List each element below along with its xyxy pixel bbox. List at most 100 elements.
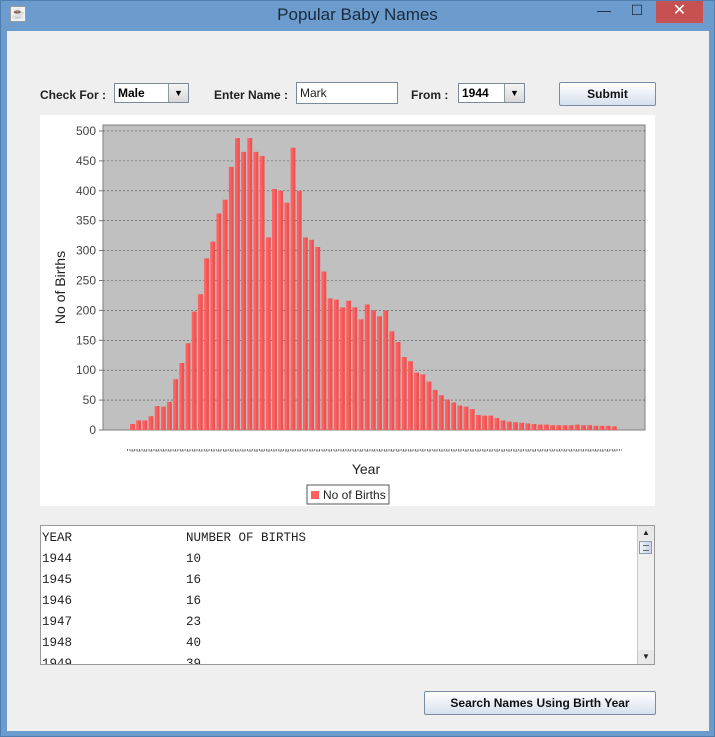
bar-shade (200, 294, 203, 430)
bar-shade (435, 389, 438, 430)
bar (333, 299, 339, 430)
bar-shade (268, 237, 271, 430)
bar-shade (355, 307, 358, 430)
x-tick-label: 1982 (365, 451, 370, 453)
bar-shade (416, 372, 419, 430)
x-tick-label: 1987 (396, 451, 401, 453)
legend-box (306, 484, 390, 505)
bar (599, 425, 605, 430)
bar (445, 399, 450, 430)
maximize-button[interactable]: ☐ (630, 2, 644, 18)
from-label: From : (411, 88, 449, 102)
vertical-scrollbar[interactable]: ▲ ▼ (637, 526, 654, 664)
bar (204, 258, 209, 430)
bar-shade (484, 415, 487, 430)
bar-shade (151, 416, 154, 430)
x-tick-label: 2004 (501, 451, 506, 453)
bar-shade (583, 425, 586, 430)
row-year: 1946 (42, 594, 73, 608)
bar (315, 247, 321, 430)
name-input[interactable] (296, 82, 398, 104)
header-year: YEAR (42, 531, 73, 545)
scroll-up-icon[interactable]: ▲ (638, 526, 654, 540)
bar (259, 156, 265, 430)
bar (148, 416, 154, 430)
close-button[interactable]: ✕ (656, 1, 703, 23)
submit-button[interactable]: Submit (559, 82, 656, 106)
chevron-down-icon[interactable]: ▼ (168, 84, 188, 102)
bar-shade (330, 298, 333, 430)
bar (389, 331, 395, 430)
scrollbar-thumb[interactable] (639, 541, 652, 554)
table-header: YEAR NUMBER OF BIRTHS (42, 531, 306, 545)
scroll-down-icon[interactable]: ▼ (638, 650, 654, 664)
bar (247, 138, 253, 430)
x-tick-label: 1945 (136, 451, 141, 453)
bar (340, 307, 345, 430)
bar (284, 202, 290, 430)
bar-shade (490, 415, 494, 430)
bar-shade (175, 379, 179, 430)
java-cup-icon: ☕ (10, 6, 26, 22)
x-tick-label: 1976 (328, 451, 333, 453)
bar (352, 307, 358, 430)
bar (278, 190, 284, 430)
bar-shade (398, 342, 401, 430)
bar-shade (188, 343, 191, 430)
bar-shade (169, 401, 172, 430)
title-bar[interactable]: ☕ Popular Baby Names — ☐ ✕ (1, 1, 714, 31)
bar (222, 199, 228, 430)
bar (197, 294, 203, 430)
content-pane: Check For : Male ▼ Enter Name : From : 1… (7, 31, 709, 731)
bar (506, 421, 512, 430)
x-tick-label: 1991 (421, 451, 426, 453)
bar (265, 237, 271, 430)
bar-shade (206, 258, 209, 430)
x-tick-label: 2015 (569, 451, 574, 453)
bar (469, 409, 475, 430)
x-tick-label: 1979 (346, 451, 351, 453)
bar (593, 425, 599, 430)
chevron-down-icon[interactable]: ▼ (504, 84, 524, 102)
bar (550, 425, 555, 430)
bar (494, 418, 500, 430)
x-tick-label: 2019 (593, 451, 598, 453)
x-tick-label: 1951 (173, 451, 178, 453)
x-tick-label: 1952 (180, 451, 185, 453)
bar-shade (336, 299, 339, 430)
bar-shade (422, 374, 426, 430)
x-tick-label: 2016 (575, 451, 580, 453)
search-by-year-button[interactable]: Search Names Using Birth Year (424, 691, 656, 715)
bar-shade (262, 156, 265, 430)
bar (438, 395, 444, 430)
x-tick-label: 2021 (606, 451, 611, 453)
bar-shade (243, 151, 247, 430)
bar (290, 147, 296, 431)
bar-shade (478, 415, 481, 430)
table-row: 1947 23 (42, 615, 201, 629)
bar (235, 138, 240, 430)
bar (241, 151, 247, 430)
x-tick-label: 2008 (526, 451, 531, 453)
bar (302, 237, 308, 430)
minimize-button[interactable]: — (597, 2, 611, 18)
bar (580, 425, 586, 430)
bar (370, 310, 376, 430)
x-tick-label: 1986 (390, 451, 395, 453)
births-chart: 0 50 100 150 200 250 300 350 400 450 500 1944 1945 19… (40, 115, 655, 506)
row-year: 1945 (42, 573, 73, 587)
year-select[interactable]: 1944 ▼ (458, 83, 525, 103)
gender-select[interactable]: Male ▼ (114, 83, 189, 103)
row-year: 1944 (42, 552, 73, 566)
bar-shade (361, 319, 364, 430)
bar (451, 402, 457, 430)
x-tick-label: 1972 (303, 451, 308, 453)
x-tick-label: 1992 (427, 451, 432, 453)
bar (488, 415, 494, 430)
row-births: 16 (186, 573, 202, 587)
row-births: 39 (186, 657, 202, 665)
bar (216, 213, 222, 430)
bar (525, 423, 531, 430)
